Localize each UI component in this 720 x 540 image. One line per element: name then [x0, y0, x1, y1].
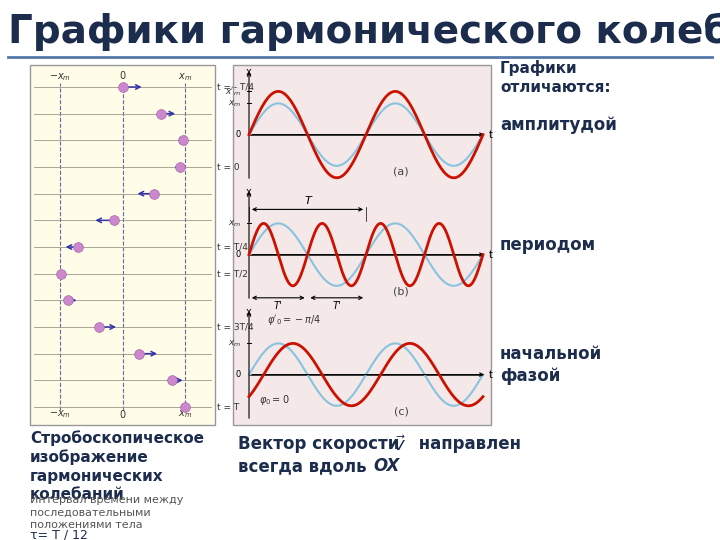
Text: Графики
отличаются:: Графики отличаются:: [500, 60, 611, 94]
Text: (b): (b): [393, 287, 409, 297]
Text: начальной
фазой: начальной фазой: [500, 345, 602, 385]
Text: t = T/2: t = T/2: [217, 269, 248, 278]
Text: 0: 0: [120, 71, 125, 81]
Text: x: x: [246, 187, 252, 197]
Text: всегда вдоль: всегда вдоль: [238, 457, 372, 475]
Text: t: t: [489, 249, 493, 260]
Text: T': T': [274, 301, 282, 311]
Text: t = T: t = T: [217, 402, 239, 411]
Text: t = T/4: t = T/4: [217, 242, 248, 252]
Text: $x_m$: $x_m$: [228, 98, 241, 109]
Text: амплитудой: амплитудой: [500, 116, 617, 134]
Text: τ= T / 12: τ= T / 12: [30, 529, 88, 540]
Text: $\varphi'_0 = -\pi/4$: $\varphi'_0 = -\pi/4$: [267, 313, 322, 327]
Text: (c): (c): [394, 407, 408, 417]
Text: 0: 0: [120, 410, 125, 420]
Text: Интервал времени между
последовательными
положениями тела: Интервал времени между последовательными…: [30, 495, 184, 530]
Text: $-x_m$: $-x_m$: [49, 408, 71, 420]
Text: t = - T/4: t = - T/4: [217, 83, 254, 91]
Text: Стробоскопическое
изображение
гармонических
колебаний: Стробоскопическое изображение гармоничес…: [30, 430, 204, 503]
Text: $x_m$: $x_m$: [228, 338, 241, 349]
Text: 0: 0: [235, 130, 241, 139]
Text: t: t: [489, 369, 493, 380]
Text: t: t: [489, 130, 493, 140]
Text: Вектор скорости: Вектор скорости: [238, 435, 405, 453]
Text: t = 3T/4: t = 3T/4: [217, 322, 253, 332]
Text: T': T': [333, 301, 341, 311]
Text: T: T: [304, 197, 311, 206]
Text: направлен: направлен: [413, 435, 521, 453]
Text: периодом: периодом: [500, 236, 596, 254]
Text: x: x: [246, 307, 252, 317]
Text: (a): (a): [393, 167, 409, 177]
Text: Графики гармонического колебания: Графики гармонического колебания: [8, 12, 720, 51]
FancyBboxPatch shape: [30, 65, 215, 425]
Text: $-x_m$: $-x_m$: [49, 71, 71, 83]
Text: $\varphi_0 = 0$: $\varphi_0 = 0$: [259, 393, 289, 407]
Text: x: x: [246, 67, 252, 77]
Text: $\vec{v}$: $\vec{v}$: [393, 435, 406, 455]
Text: OX: OX: [373, 457, 400, 475]
FancyBboxPatch shape: [233, 65, 491, 425]
Text: t = 0: t = 0: [217, 163, 240, 172]
Text: $x_m$: $x_m$: [178, 71, 192, 83]
Text: $x_m$: $x_m$: [228, 218, 241, 228]
Text: $x'_m$: $x'_m$: [225, 85, 241, 98]
Text: 0: 0: [235, 250, 241, 259]
Text: 0: 0: [235, 370, 241, 379]
Text: $x_m$: $x_m$: [178, 408, 192, 420]
